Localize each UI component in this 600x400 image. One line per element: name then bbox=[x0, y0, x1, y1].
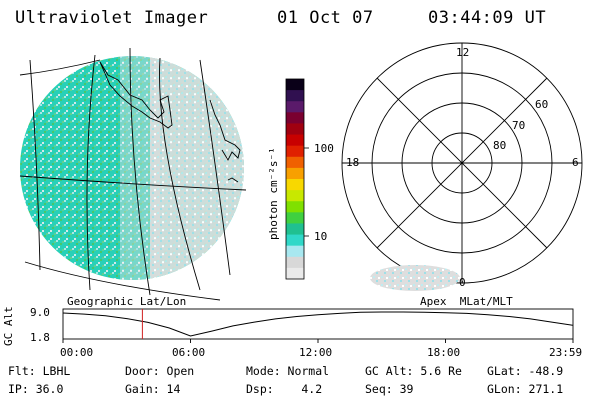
timeline-xtick-0000: 00:00 bbox=[60, 346, 94, 359]
timeline-frame bbox=[62, 308, 574, 343]
mlt-label-0: 0 bbox=[459, 276, 466, 289]
info-glon: GLon: 271.1 bbox=[487, 382, 564, 396]
info-glat: GLat: -48.9 bbox=[487, 364, 564, 378]
colorbar-cell bbox=[286, 90, 304, 102]
colorbar-cell bbox=[286, 245, 304, 258]
info-flt: Flt: LBHL bbox=[8, 364, 71, 378]
timeline-ylabel: GC Alt bbox=[2, 306, 15, 346]
colorbar-unit-label: photon cm⁻²s⁻¹ bbox=[267, 147, 280, 240]
instrument-title: Ultraviolet Imager bbox=[15, 8, 209, 28]
mlt-label-6: 6 bbox=[572, 156, 579, 169]
colorbar-cell bbox=[286, 201, 304, 213]
lat-label-80: 80 bbox=[493, 139, 507, 152]
colorbar-cell bbox=[286, 101, 304, 113]
colorbar-tick-10: 10 bbox=[314, 230, 328, 243]
colorbar-cell bbox=[286, 145, 304, 158]
timeline-xtick-1200: 12:00 bbox=[299, 346, 333, 359]
colorbar-cell bbox=[286, 212, 304, 224]
geo-grid bbox=[19, 47, 247, 301]
info-gain: Gain: 14 bbox=[125, 382, 181, 396]
colorbar-cell bbox=[286, 256, 304, 269]
info-gcalt: GC Alt: 5.6 Re bbox=[365, 364, 462, 378]
colorbar-cell bbox=[286, 234, 304, 247]
polar-grid bbox=[341, 42, 583, 284]
colorbar-cell bbox=[286, 79, 304, 91]
colorbar-cell bbox=[286, 112, 304, 124]
info-ip: IP: 36.0 bbox=[8, 382, 64, 396]
timeline-left-caption: Geographic Lat/Lon bbox=[67, 295, 187, 308]
colorbar-cell bbox=[286, 167, 304, 180]
info-dsp: Dsp: 4.2 bbox=[246, 382, 323, 396]
timeline-right-caption: Apex MLat/MLT bbox=[420, 295, 513, 308]
timeline-ytick-low: 1.8 bbox=[30, 331, 50, 344]
info-mode: Mode: Normal bbox=[246, 364, 330, 378]
colorbar-cell bbox=[286, 123, 304, 136]
timeline-xtick-1800: 18:00 bbox=[427, 346, 461, 359]
colorbar-cell bbox=[286, 156, 304, 169]
info-seq: Seq: 39 bbox=[365, 382, 414, 396]
polar-aurora-patch bbox=[370, 265, 460, 291]
mlt-label-12: 12 bbox=[456, 46, 470, 59]
date-label: 01 Oct 07 bbox=[277, 8, 374, 28]
earth-image bbox=[20, 56, 244, 280]
gc-alt-series-line bbox=[62, 311, 573, 337]
timeline-xtick-2359: 23:59 bbox=[549, 346, 583, 359]
coastlines bbox=[99, 61, 241, 183]
info-door: Door: Open bbox=[125, 364, 195, 378]
colorbar-tick-100: 100 bbox=[314, 142, 334, 155]
lat-label-70: 70 bbox=[512, 119, 526, 132]
colorbar-cell bbox=[286, 134, 304, 147]
colorbar bbox=[285, 78, 309, 280]
colorbar-cell bbox=[286, 267, 304, 280]
colorbar-cell bbox=[286, 223, 304, 236]
colorbar-cell bbox=[286, 179, 304, 191]
mlt-label-18: 18 bbox=[346, 156, 360, 169]
lat-label-60: 60 bbox=[535, 98, 549, 111]
time-label: 03:44:09 UT bbox=[428, 8, 547, 28]
colorbar-cell bbox=[286, 190, 304, 202]
timeline-ytick-high: 9.0 bbox=[30, 306, 50, 319]
timeline-xtick-0600: 06:00 bbox=[172, 346, 206, 359]
